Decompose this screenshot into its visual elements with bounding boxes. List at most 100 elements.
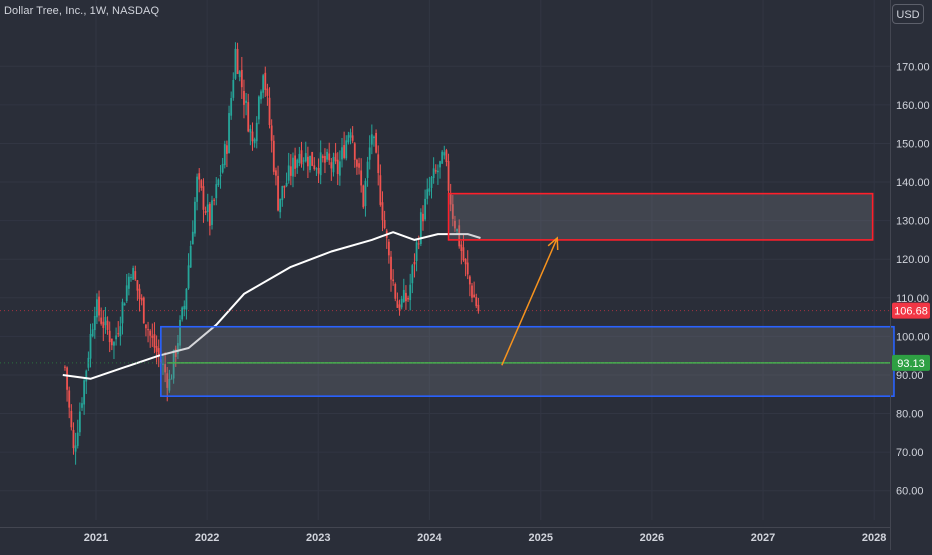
candle-body xyxy=(347,135,350,143)
candle-body xyxy=(215,184,218,199)
candle-body xyxy=(191,231,194,245)
candle-body xyxy=(419,212,422,244)
candle-body xyxy=(396,300,399,308)
candle-body xyxy=(228,113,230,153)
x-tick-label: 2023 xyxy=(306,532,330,544)
zones[interactable] xyxy=(160,192,895,397)
candle-body xyxy=(315,168,318,170)
candle-body xyxy=(341,147,343,160)
candle-body xyxy=(387,241,390,256)
candle-body xyxy=(454,220,456,229)
y-tick-label: 60.00 xyxy=(896,486,924,498)
candle-body xyxy=(145,324,147,329)
y-tick-label: 90.00 xyxy=(896,370,924,382)
y-tick-label: 150.00 xyxy=(896,138,930,150)
candle-body xyxy=(392,279,395,282)
candle-body xyxy=(445,150,448,162)
candle-body xyxy=(413,261,416,265)
candle-body xyxy=(127,276,130,289)
candle-body xyxy=(353,143,356,160)
candle-body xyxy=(407,297,409,300)
candle-body xyxy=(272,140,275,172)
candle-body xyxy=(468,276,471,285)
candle-body xyxy=(176,343,179,354)
candle-body xyxy=(219,175,222,177)
candle-body xyxy=(313,165,316,170)
resistance-zone[interactable] xyxy=(447,192,874,241)
currency-button[interactable]: USD xyxy=(892,4,924,24)
candle-body xyxy=(277,175,279,211)
support-zone[interactable] xyxy=(160,325,895,397)
candle-body xyxy=(300,150,303,165)
candle-body xyxy=(270,125,273,141)
candle-body xyxy=(83,380,86,405)
candle-body xyxy=(436,170,439,173)
candle-body xyxy=(306,156,309,167)
candle-body xyxy=(136,280,139,291)
candle-body xyxy=(217,179,220,186)
candle-body xyxy=(257,96,260,120)
candle-body xyxy=(449,194,452,205)
moving-average-line xyxy=(62,231,481,380)
candle-body xyxy=(381,202,384,221)
candle-body xyxy=(183,305,186,310)
candle-body xyxy=(321,156,324,159)
candle-body xyxy=(253,139,256,144)
x-tick-label: 2028 xyxy=(862,532,886,544)
candle-body xyxy=(134,271,137,280)
candle-body xyxy=(332,156,335,173)
candle-body xyxy=(104,317,107,326)
candle-body xyxy=(366,161,369,178)
candle-body xyxy=(238,71,241,78)
candle-body xyxy=(213,199,216,201)
candle-body xyxy=(179,319,181,346)
candle-body xyxy=(432,168,435,179)
candle-body xyxy=(471,285,473,298)
candle-body xyxy=(349,132,352,138)
candle-body xyxy=(336,159,339,175)
candle-body xyxy=(226,145,228,154)
candle-body xyxy=(202,186,205,210)
support-price-badge xyxy=(892,354,930,371)
candle-body xyxy=(236,48,239,75)
candle-body xyxy=(234,48,237,79)
projection-arrow[interactable] xyxy=(501,237,558,366)
arrow-head xyxy=(547,236,559,251)
candle-body xyxy=(102,321,105,328)
y-tick-label: 140.00 xyxy=(896,177,930,189)
candle-body xyxy=(358,163,360,168)
candle-body xyxy=(230,98,233,116)
candle-body xyxy=(206,204,209,213)
candle-body xyxy=(117,333,120,335)
y-tick-label: 120.00 xyxy=(896,254,930,266)
candle-body xyxy=(317,167,320,174)
candle-body xyxy=(417,243,420,245)
y-tick-label: 160.00 xyxy=(896,100,930,112)
x-tick-label: 2026 xyxy=(640,532,664,544)
grid xyxy=(0,0,890,520)
candle-body xyxy=(74,445,77,452)
candle-body xyxy=(415,242,418,262)
candle-body xyxy=(70,410,73,428)
candle-body xyxy=(76,432,79,446)
chart-title: Dollar Tree, Inc., 1W, NASDAQ xyxy=(4,5,160,17)
candle-body xyxy=(140,297,143,301)
candle-body xyxy=(174,348,177,357)
candle-body xyxy=(132,267,135,280)
candle-body xyxy=(157,348,160,356)
candle-body xyxy=(451,204,454,219)
candle-body xyxy=(119,326,122,337)
y-tick-label: 80.00 xyxy=(896,409,924,421)
last-price-badge xyxy=(892,302,930,319)
candle-body xyxy=(362,185,365,208)
candle-body xyxy=(181,307,184,320)
candle-body xyxy=(89,333,92,359)
support-price-label: 93.13 xyxy=(897,358,925,370)
candle-body xyxy=(458,225,461,247)
candle-body xyxy=(187,265,190,289)
candle-body xyxy=(266,88,269,96)
candle-body xyxy=(411,265,414,284)
